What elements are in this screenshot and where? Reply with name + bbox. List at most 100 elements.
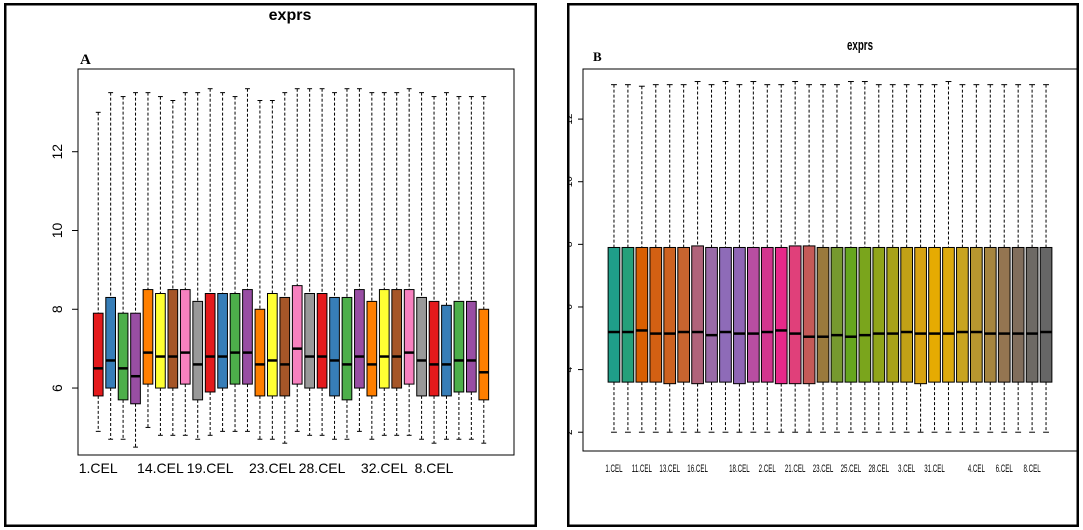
- y-tick-label: 6: [49, 384, 65, 392]
- box-body: [192, 300, 204, 401]
- box-body: [677, 246, 691, 383]
- box-body: [872, 246, 886, 383]
- box-1: [607, 84, 621, 433]
- box-6: [155, 96, 166, 436]
- box-4: [649, 84, 663, 433]
- box-12: [760, 84, 774, 433]
- box-17: [291, 88, 303, 432]
- x-tick-label: 32.CEL: [361, 460, 408, 476]
- box-3: [117, 96, 129, 440]
- box-body: [956, 246, 969, 383]
- box-body: [117, 312, 129, 401]
- box-body: [453, 300, 465, 393]
- box-29: [997, 84, 1011, 433]
- box-body: [760, 246, 774, 383]
- x-tick-label: 19.CEL: [187, 460, 234, 476]
- box-body: [155, 293, 166, 389]
- x-tick-label: 14.CEL: [137, 460, 184, 476]
- box-body: [354, 289, 365, 389]
- x-tick-label: 1.CEL: [605, 462, 622, 474]
- y-tick-label: 8: [49, 305, 65, 313]
- x-tick-label: 2.CEL: [759, 462, 776, 474]
- box-18: [844, 81, 858, 433]
- y-tick-label: 6: [567, 304, 575, 310]
- y-tick-label: 10: [49, 222, 65, 238]
- y-tick-label: 2: [567, 429, 575, 435]
- box-body: [316, 293, 328, 389]
- box-7: [691, 81, 704, 433]
- x-tick-label: 11.CEL: [632, 462, 652, 474]
- box-body: [242, 289, 253, 385]
- box-32: [478, 96, 490, 444]
- x-axis: 1.CEL 14.CEL 19.CEL 23.CEL 28.CEL 32.CEL 8.CEL: [79, 460, 454, 476]
- box-27: [416, 92, 427, 440]
- box-20: [329, 92, 340, 440]
- x-tick-label: 16.CEL: [687, 462, 708, 474]
- box-body: [705, 246, 718, 383]
- box-18: [304, 88, 316, 436]
- box-body: [142, 289, 154, 385]
- y-tick-label: 10: [567, 176, 575, 188]
- x-tick-label: 4.CEL: [968, 462, 985, 474]
- box-15: [266, 100, 278, 440]
- y-tick-label: 12: [49, 144, 65, 160]
- box-body: [621, 246, 635, 383]
- box-body: [378, 289, 390, 389]
- box-body: [914, 246, 927, 385]
- box-body: [279, 296, 291, 397]
- box-25: [391, 92, 403, 436]
- box-16: [816, 84, 830, 433]
- box-body: [291, 285, 303, 385]
- x-tick-label: 28.CEL: [299, 460, 346, 476]
- box-body: [886, 246, 900, 383]
- box-body: [478, 308, 490, 401]
- x-tick-label: 6.CEL: [996, 462, 1013, 474]
- box-body: [105, 296, 117, 389]
- box-body: [663, 246, 677, 385]
- plot-frame: [77, 68, 515, 456]
- box-30: [1011, 84, 1025, 433]
- box-9: [719, 81, 732, 433]
- box-22: [900, 84, 914, 433]
- box-15: [802, 84, 816, 433]
- box-20: [872, 84, 886, 433]
- box-body: [428, 300, 440, 397]
- box-28: [983, 84, 997, 433]
- chart-title: exprs: [847, 37, 873, 54]
- box-5: [663, 84, 677, 433]
- x-axis: 1.CEL 11.CEL 13.CEL 16.CEL 18.CEL 2.CEL 21.CEL…: [605, 462, 1040, 474]
- box-body: [607, 246, 621, 383]
- box-5: [142, 92, 154, 428]
- box-19: [858, 81, 872, 433]
- box-body: [130, 312, 141, 405]
- box-body: [254, 308, 266, 397]
- box-body: [266, 293, 278, 397]
- box-body: [1025, 246, 1039, 383]
- x-tick-label: 8.CEL: [415, 460, 454, 476]
- box-body: [167, 289, 179, 389]
- box-7: [167, 100, 179, 436]
- box-body: [997, 246, 1011, 383]
- box-body: [465, 300, 477, 393]
- box-11: [746, 81, 760, 433]
- plot-frame: [582, 68, 1078, 452]
- box-body: [969, 246, 983, 383]
- box-body: [403, 289, 415, 385]
- box-body: [329, 296, 340, 397]
- box-body: [858, 246, 872, 383]
- box-17: [830, 84, 844, 433]
- box-10: [204, 88, 216, 436]
- box-body: [341, 296, 353, 401]
- box-body: [900, 246, 914, 383]
- box-14: [788, 81, 802, 433]
- box-body: [204, 293, 216, 393]
- box-12: [229, 96, 241, 432]
- x-tick-label: 23.CEL: [813, 462, 834, 474]
- box-13: [242, 88, 253, 432]
- box-6: [677, 84, 691, 433]
- box-4: [130, 92, 141, 448]
- box-body: [746, 246, 760, 383]
